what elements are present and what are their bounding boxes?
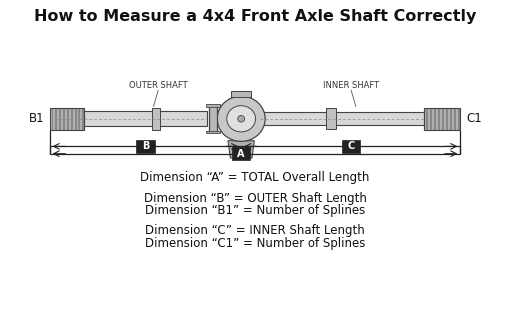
Text: Dimension “C1” = Number of Splines: Dimension “C1” = Number of Splines bbox=[145, 236, 364, 249]
Bar bbox=[434, 108, 436, 130]
Bar bbox=[438, 108, 439, 130]
Bar bbox=[55, 108, 57, 130]
Bar bbox=[82, 108, 84, 130]
Bar bbox=[209, 106, 217, 132]
Text: A: A bbox=[237, 149, 244, 159]
Text: B1: B1 bbox=[29, 112, 44, 125]
Bar bbox=[441, 108, 443, 130]
Ellipse shape bbox=[237, 116, 244, 122]
Bar bbox=[443, 108, 445, 130]
Bar bbox=[325, 108, 335, 129]
Bar bbox=[260, 112, 423, 125]
Bar bbox=[423, 108, 426, 130]
Bar bbox=[49, 108, 51, 130]
Bar bbox=[454, 108, 456, 130]
Bar bbox=[458, 108, 460, 130]
Text: C1: C1 bbox=[465, 112, 480, 125]
FancyBboxPatch shape bbox=[341, 140, 359, 153]
Text: Dimension “C” = INNER Shaft Length: Dimension “C” = INNER Shaft Length bbox=[145, 224, 364, 237]
Bar bbox=[231, 91, 251, 97]
Bar bbox=[51, 108, 53, 130]
Bar bbox=[447, 108, 449, 130]
Bar bbox=[59, 108, 61, 130]
Text: Dimension “B” = OUTER Shaft Length: Dimension “B” = OUTER Shaft Length bbox=[143, 192, 366, 205]
Text: How to Measure a 4x4 Front Axle Shaft Correctly: How to Measure a 4x4 Front Axle Shaft Co… bbox=[34, 9, 475, 24]
Bar bbox=[63, 108, 65, 130]
Bar bbox=[76, 108, 78, 130]
Bar bbox=[71, 108, 73, 130]
Bar bbox=[423, 108, 460, 130]
Bar bbox=[65, 108, 67, 130]
Bar bbox=[445, 108, 447, 130]
FancyBboxPatch shape bbox=[232, 147, 250, 160]
Bar bbox=[53, 108, 55, 130]
Bar bbox=[152, 108, 160, 130]
Bar bbox=[57, 108, 59, 130]
Bar bbox=[73, 108, 74, 130]
Bar bbox=[206, 131, 219, 133]
FancyBboxPatch shape bbox=[136, 140, 154, 153]
Bar bbox=[436, 108, 438, 130]
Bar bbox=[61, 108, 63, 130]
Bar bbox=[49, 108, 84, 130]
Bar bbox=[439, 108, 441, 130]
Bar bbox=[69, 108, 71, 130]
Text: OUTER SHAFT: OUTER SHAFT bbox=[129, 81, 187, 91]
Bar bbox=[428, 108, 430, 130]
Text: Dimension “B1” = Number of Splines: Dimension “B1” = Number of Splines bbox=[145, 204, 364, 217]
Bar bbox=[206, 104, 219, 107]
Bar bbox=[451, 108, 454, 130]
Bar bbox=[74, 108, 76, 130]
Text: B: B bbox=[142, 141, 149, 151]
Ellipse shape bbox=[217, 96, 265, 141]
Ellipse shape bbox=[227, 106, 255, 132]
Text: C: C bbox=[347, 141, 354, 151]
Text: INNER SHAFT: INNER SHAFT bbox=[323, 81, 379, 91]
Bar bbox=[78, 108, 80, 130]
Bar bbox=[84, 112, 207, 126]
Bar bbox=[426, 108, 428, 130]
Text: Dimension “A” = TOTAL Overall Length: Dimension “A” = TOTAL Overall Length bbox=[140, 171, 369, 184]
Bar bbox=[67, 108, 69, 130]
Bar bbox=[432, 108, 434, 130]
Bar bbox=[449, 108, 451, 130]
Bar bbox=[80, 108, 82, 130]
Bar bbox=[456, 108, 458, 130]
Polygon shape bbox=[228, 141, 254, 158]
Ellipse shape bbox=[235, 152, 246, 158]
Bar bbox=[430, 108, 432, 130]
